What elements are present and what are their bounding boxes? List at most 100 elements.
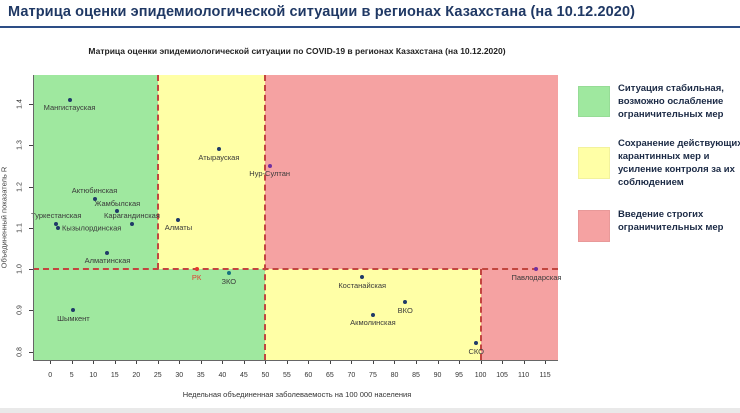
x-tick-label: 40 bbox=[218, 372, 227, 379]
x-tick-mark bbox=[545, 360, 547, 364]
x-tick-label: 85 bbox=[412, 372, 420, 379]
point-Алматинская bbox=[105, 250, 110, 255]
legend-swatch-yellow bbox=[578, 147, 610, 179]
x-tick-label: 30 bbox=[175, 372, 184, 379]
x-tick-label: 110 bbox=[517, 372, 530, 379]
point-ЗКО bbox=[226, 271, 231, 276]
y-tick-label: 0.8 bbox=[16, 346, 24, 357]
legend: Ситуация стабильная, возможно ослабление о… bbox=[570, 40, 740, 242]
point-Туркестанская bbox=[54, 221, 59, 226]
x-tick-label: 55 bbox=[282, 372, 291, 379]
x-tick-mark bbox=[415, 360, 417, 364]
zone-red-upper bbox=[265, 75, 558, 270]
chart-title: Матрица оценки эпидемиологической ситуац… bbox=[88, 46, 506, 56]
x-tick-mark bbox=[480, 360, 482, 364]
x-tick-mark bbox=[265, 360, 267, 364]
zone-yellow-upper bbox=[157, 75, 266, 270]
x-tick-mark bbox=[437, 360, 439, 364]
threshold-x-100-lower bbox=[479, 269, 482, 360]
x-tick-mark bbox=[502, 360, 504, 364]
point-label-СКО: СКО bbox=[468, 346, 485, 356]
y-tick-mark bbox=[29, 186, 33, 188]
threshold-x-50-full bbox=[264, 75, 267, 360]
point-label-ЗКО: ЗКО bbox=[221, 276, 237, 286]
x-tick-label: 25 bbox=[153, 372, 162, 379]
y-tick-mark bbox=[29, 103, 33, 105]
x-tick-label: 50 bbox=[261, 372, 270, 379]
x-tick-label: 80 bbox=[390, 372, 399, 379]
point-label-Актюбинская: Актюбинская bbox=[71, 186, 118, 196]
x-tick-mark bbox=[394, 360, 396, 364]
y-tick-mark bbox=[29, 269, 33, 271]
point-label-Шымкент: Шымкент bbox=[57, 313, 90, 323]
point-Актюбинская bbox=[92, 196, 97, 201]
point-label-Акмолинская: Акмолинская bbox=[350, 318, 396, 328]
point-label-Нур-Султан: Нур-Султан bbox=[249, 169, 291, 179]
x-tick-mark bbox=[459, 360, 461, 364]
x-tick-label: 35 bbox=[196, 372, 205, 379]
point-label-Атырауская: Атырауская bbox=[198, 152, 240, 162]
x-axis-label: Недельная объединенная заболеваемость на… bbox=[182, 390, 412, 399]
x-axis-line bbox=[33, 360, 558, 361]
x-tick-mark bbox=[286, 360, 288, 364]
x-tick-mark bbox=[523, 360, 525, 364]
y-tick-label: 0.9 bbox=[16, 305, 24, 316]
zone-green-upper bbox=[33, 75, 158, 270]
point-label-Кызылординская: Кызылординская bbox=[61, 223, 122, 233]
y-tick-label: 1.3 bbox=[16, 140, 24, 151]
x-tick-mark bbox=[71, 360, 73, 364]
x-tick-label: 105 bbox=[496, 372, 508, 379]
x-tick-mark bbox=[179, 360, 181, 364]
x-tick-mark bbox=[372, 360, 374, 364]
point-label-Алматинская: Алматинская bbox=[84, 256, 131, 266]
x-tick-mark bbox=[243, 360, 245, 364]
y-tick-label: 1.1 bbox=[16, 222, 24, 233]
x-tick-label: 5 bbox=[69, 372, 74, 379]
x-tick-mark bbox=[157, 360, 159, 364]
y-tick-label: 1.0 bbox=[16, 264, 24, 274]
point-Мангистауская bbox=[67, 97, 72, 102]
x-tick-label: 65 bbox=[326, 372, 334, 379]
legend-label-red: Введение строгих ограничительных мер bbox=[618, 209, 724, 233]
point-label-РК: РК bbox=[191, 272, 202, 282]
point-Алматы bbox=[176, 217, 181, 222]
bottom-edge-strip bbox=[0, 408, 740, 413]
y-axis-line bbox=[33, 75, 34, 360]
x-tick-label: 45 bbox=[239, 372, 248, 379]
y-tick-mark bbox=[29, 227, 33, 229]
y-tick-mark bbox=[29, 310, 33, 312]
point-label-Карагандинская: Карагандинская bbox=[104, 211, 160, 221]
x-tick-mark bbox=[308, 360, 310, 364]
x-tick-label: 20 bbox=[132, 372, 141, 379]
point-Шымкент bbox=[71, 308, 76, 313]
x-tick-label: 100 bbox=[474, 372, 487, 379]
threshold-x-25-upper bbox=[156, 75, 159, 270]
point-СКО bbox=[474, 341, 479, 346]
x-tick-mark bbox=[351, 360, 353, 364]
x-tick-label: 15 bbox=[110, 372, 119, 379]
x-tick-label: 70 bbox=[347, 372, 356, 379]
point-Жамбылская bbox=[115, 209, 120, 214]
zone-red-lower bbox=[480, 269, 558, 360]
x-tick-mark bbox=[222, 360, 224, 364]
point-label-Алматы: Алматы bbox=[164, 223, 193, 233]
legend-label-green: Ситуация стабильная, возможно ослабление о… bbox=[618, 83, 724, 120]
point-Акмолинская bbox=[370, 312, 375, 317]
x-tick-label: 60 bbox=[304, 372, 313, 379]
x-tick-mark bbox=[114, 360, 116, 364]
title-underline bbox=[0, 26, 740, 28]
y-tick-mark bbox=[29, 351, 33, 353]
threshold-r-equals-1 bbox=[33, 268, 558, 271]
point-Костанайская bbox=[360, 275, 365, 280]
x-tick-label: 0 bbox=[48, 372, 53, 379]
x-tick-mark bbox=[136, 360, 138, 364]
legend-swatch-green bbox=[578, 86, 610, 117]
point-label-Павлодарская: Павлодарская bbox=[511, 272, 562, 282]
x-tick-label: 10 bbox=[89, 372, 98, 379]
y-axis-label: Объединенный показатель R bbox=[0, 166, 9, 269]
point-label-Туркестанская: Туркестанская bbox=[31, 211, 82, 221]
point-Нур-Султан bbox=[267, 163, 272, 168]
